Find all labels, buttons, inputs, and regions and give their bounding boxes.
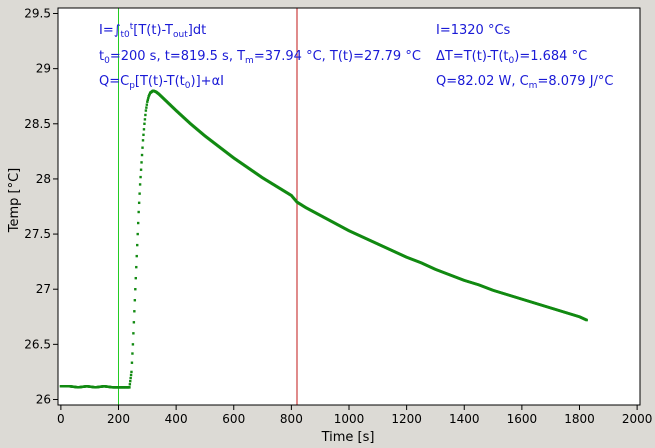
data-point: [135, 265, 138, 269]
axis-layer: 0 200 400 600 800 1000 1200 1400 1600 1800 2000 26 2…: [24, 7, 652, 426]
x-tick-label: 200: [107, 412, 130, 426]
data-point: [132, 321, 136, 324]
data-point: [129, 379, 132, 383]
q-cm-annotation: Q=82.02 W, Cm=8.079 J/°C: [436, 74, 614, 91]
integral-value-annotation: I=1320 °Cs: [436, 23, 511, 38]
data-point: [133, 310, 136, 313]
integral-formula-annotation: I=∫t0t[T(t)-Tout]dt: [99, 22, 206, 40]
data-point: [129, 373, 133, 377]
data-point: [140, 153, 144, 157]
data-point: [137, 201, 141, 205]
data-point: [128, 386, 131, 389]
data-point: [585, 318, 588, 322]
x-tick-label: 1800: [564, 412, 595, 426]
delta-t-annotation: ΔT=T(t)-T(t0)=1.684 °C: [436, 49, 587, 66]
params-annotation: t0=200 s, t=819.5 s, Tm=37.94 °C, T(t)=2…: [99, 49, 421, 66]
x-tick-label: 800: [280, 412, 303, 426]
plot-area: [58, 8, 640, 405]
data-point: [129, 376, 132, 380]
data-point: [144, 113, 147, 117]
y-tick-label: 28.5: [24, 117, 51, 131]
data-point: [142, 128, 146, 131]
data-point: [131, 343, 135, 346]
data-point: [141, 139, 145, 142]
data-layer: [59, 8, 588, 405]
data-point: [142, 133, 145, 137]
data-point: [136, 232, 139, 236]
data-point: [133, 299, 137, 302]
data-point: [146, 100, 149, 103]
y-tick-label: 26: [36, 392, 51, 406]
x-tick-label: 2000: [622, 412, 653, 426]
data-point: [143, 118, 147, 121]
data-point: [137, 210, 140, 214]
y-tick-label: 29.5: [24, 7, 51, 21]
x-tick-label: 1400: [449, 412, 480, 426]
x-tick-label: 1600: [507, 412, 538, 426]
data-point: [139, 168, 143, 171]
data-point: [147, 96, 150, 100]
y-tick-label: 27.5: [24, 227, 51, 241]
data-point: [134, 288, 137, 291]
data-point: [143, 122, 146, 125]
data-point: [138, 192, 141, 195]
data-point: [130, 370, 133, 374]
data-point: [131, 352, 134, 355]
data-point: [136, 243, 139, 247]
y-tick-label: 29: [36, 62, 51, 76]
data-point: [132, 332, 135, 335]
y-tick-label: 26.5: [24, 337, 51, 351]
data-point: [138, 183, 142, 186]
data-point: [134, 276, 137, 280]
x-axis-title: Time [s]: [321, 430, 375, 445]
data-point: [130, 361, 134, 364]
x-tick-label: 0: [57, 412, 65, 426]
data-point: [144, 109, 148, 112]
data-point: [140, 161, 143, 164]
data-point: [145, 106, 148, 109]
x-tick-label: 600: [222, 412, 245, 426]
x-tick-label: 1200: [391, 412, 422, 426]
series-0: [59, 89, 588, 389]
data-point: [141, 146, 144, 149]
x-tick-label: 400: [165, 412, 188, 426]
y-axis-title: Temp [°C]: [7, 168, 22, 234]
y-tick-label: 28: [36, 172, 51, 186]
data-point: [145, 103, 149, 106]
data-point: [146, 98, 149, 102]
x-tick-label: 1000: [334, 412, 365, 426]
data-point: [135, 254, 138, 258]
y-tick-label: 27: [36, 282, 51, 296]
heat-formula-annotation: Q=Cp[T(t)-T(t0)]+αI: [99, 74, 224, 91]
data-point: [128, 383, 132, 386]
data-point: [136, 221, 140, 225]
annotations: I=∫t0t[T(t)-Tout]dt t0=200 s, t=819.5 s,…: [99, 22, 614, 91]
data-point: [139, 175, 142, 179]
